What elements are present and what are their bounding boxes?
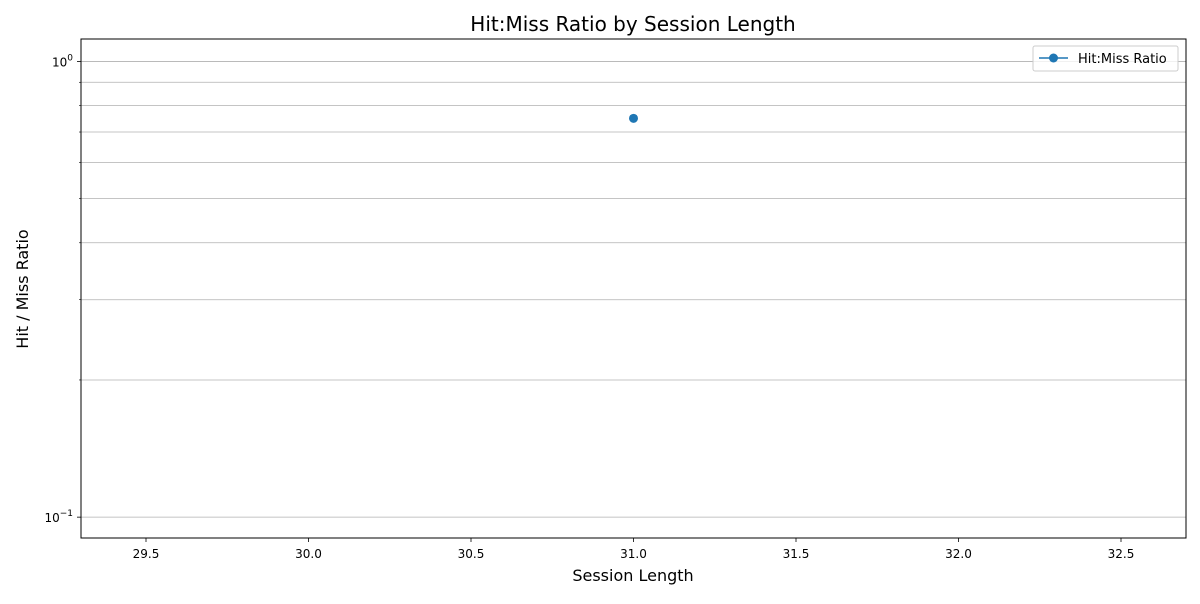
legend-box	[1032, 45, 1179, 72]
chart-title: Hit:Miss Ratio by Session Length	[470, 12, 795, 36]
y-tick-label: 10−1	[44, 509, 73, 525]
x-tick-label: 32.5	[1108, 547, 1135, 561]
y-tick-label-exponent: 0	[67, 53, 73, 63]
y-tick-label-base: 10	[52, 55, 67, 69]
x-tick-label: 30.0	[295, 547, 322, 561]
x-tick-label: 31.5	[783, 547, 810, 561]
x-tick-label: 30.5	[458, 547, 485, 561]
plot-series	[629, 113, 638, 123]
y-tick-label-base: 10	[44, 511, 59, 525]
y-tick-label: 100	[52, 53, 73, 69]
x-axis-label: Session Length	[572, 566, 693, 585]
y-tick-label-exponent: −1	[60, 509, 73, 519]
x-tick-label: 29.5	[133, 547, 160, 561]
x-axis-ticks: 29.5 30.0 30.5 31.0 31.5 32.0 32.5	[133, 538, 1135, 561]
x-tick-label: 32.0	[945, 547, 972, 561]
x-tick-label: 31.0	[620, 547, 647, 561]
data-point	[629, 113, 638, 123]
legend-label: Hit:Miss Ratio	[1078, 52, 1167, 67]
legend: Hit:Miss Ratio	[1032, 45, 1179, 72]
grid-lines	[81, 61, 1186, 518]
y-axis-label: Hit / Miss Ratio	[13, 229, 32, 348]
legend-swatch-marker	[1049, 53, 1058, 63]
